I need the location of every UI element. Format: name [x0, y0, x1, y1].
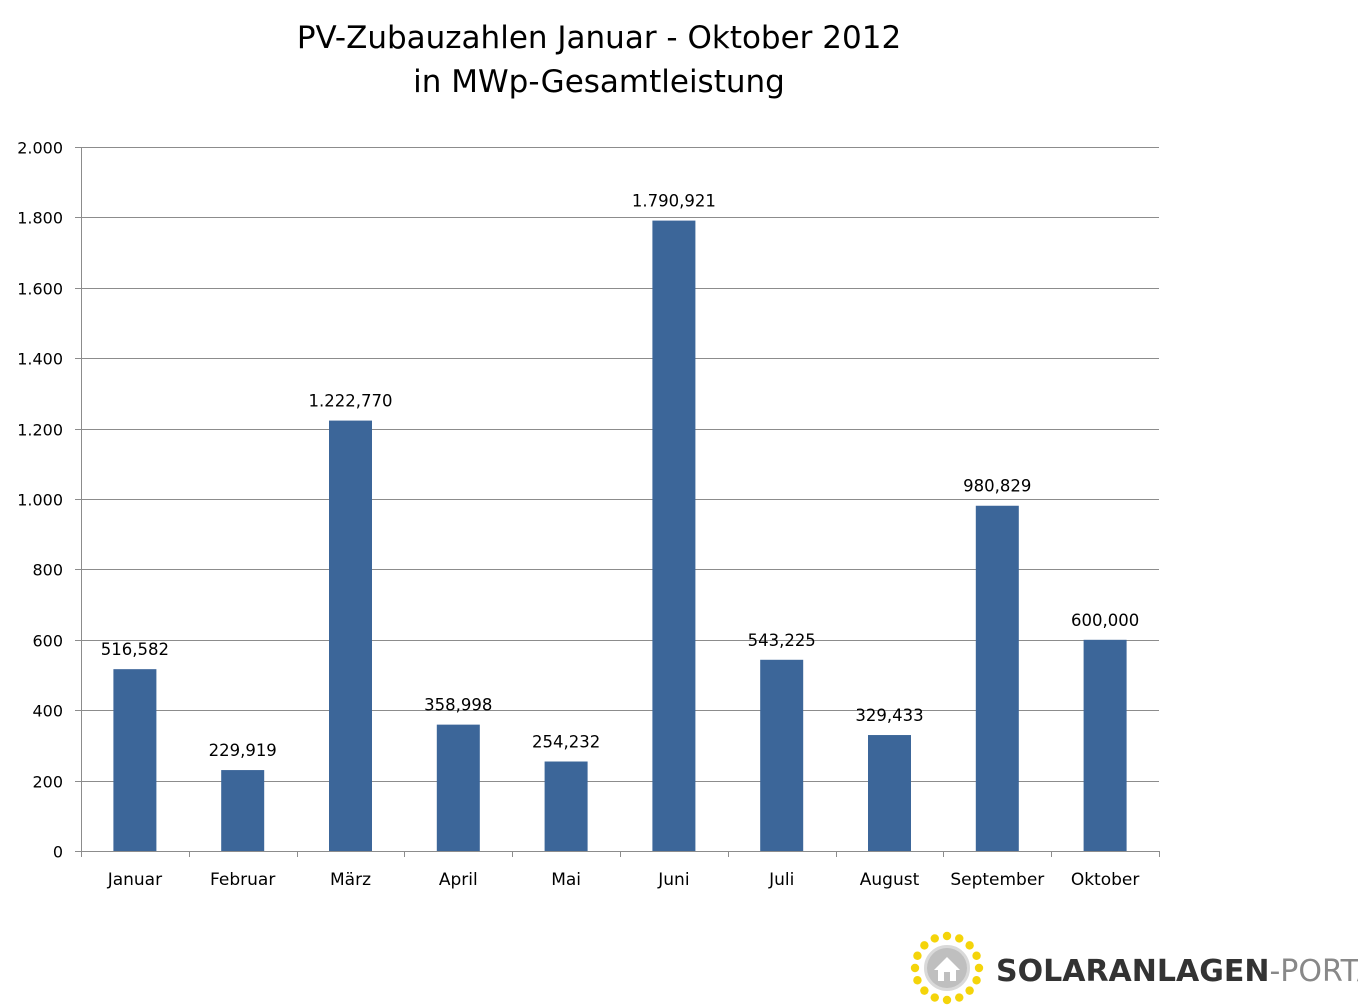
chart-title-line-1: PV-Zubauzahlen Januar - Oktober 2012: [297, 20, 901, 56]
sun-ray-dot: [965, 941, 974, 950]
x-tick-label: April: [439, 870, 478, 890]
x-tick-label: Oktober: [1071, 870, 1140, 890]
sun-house-icon: [910, 931, 984, 1005]
sun-ray-dot: [930, 934, 939, 943]
sun-ray-dot: [942, 995, 952, 1005]
sun-ray-dot: [913, 976, 922, 985]
x-tick-label: Januar: [107, 870, 162, 890]
bar-april: [436, 724, 480, 851]
bar-mai: [544, 761, 588, 851]
y-tick-label: 1.400: [17, 350, 63, 369]
data-label: 1.790,921: [632, 192, 716, 211]
y-tick-label: 1.200: [17, 421, 63, 440]
x-tick-label: September: [950, 870, 1044, 890]
bar-september: [975, 505, 1019, 851]
bar-august: [868, 735, 911, 851]
data-label: 229,919: [209, 741, 277, 760]
sun-ray-dot: [974, 963, 984, 973]
axes: [75, 147, 1160, 857]
data-label: 516,582: [101, 640, 169, 659]
sun-ray-dot: [930, 993, 939, 1002]
y-tick-label: 1.000: [17, 491, 63, 510]
svg-text:SOLARANLAGEN-PORTAL: SOLARANLAGEN-PORTAL: [996, 954, 1358, 989]
x-tick-label: Februar: [210, 870, 275, 890]
sun-ray-dot: [913, 951, 922, 960]
sun-ray-dot: [955, 993, 964, 1002]
house-shape: [934, 957, 960, 981]
y-tick-label: 2.000: [17, 139, 63, 158]
sun-ray-dot: [910, 963, 920, 973]
house-door: [944, 972, 950, 981]
sun-ray-dot: [942, 931, 952, 941]
gridlines: [81, 147, 1159, 782]
x-tick-label: August: [860, 870, 920, 890]
y-tick-label: 200: [32, 773, 63, 792]
x-tick-label: Juli: [768, 870, 794, 890]
bar-juli: [760, 659, 804, 851]
sun-ray-dot: [920, 986, 929, 995]
sun-ray-dot: [955, 934, 964, 943]
chart-title-line-2: in MWp-Gesamtleistung: [413, 64, 785, 100]
sun-ray-dot: [965, 986, 974, 995]
data-label: 980,829: [963, 477, 1031, 496]
solaranlagen-portal-logo: SOLARANLAGEN-PORTAL: [910, 931, 1358, 1005]
data-label: 358,998: [424, 696, 492, 715]
y-tick-label: 0: [53, 843, 63, 862]
data-label: 329,433: [855, 706, 923, 725]
sun-ray-dot: [972, 976, 981, 985]
bar-oktober: [1083, 639, 1127, 851]
logo-brand-suffix: -PORTAL: [1269, 954, 1358, 989]
y-tick-label: 600: [32, 632, 63, 651]
bar-märz: [329, 420, 372, 851]
logo-brand-main: SOLARANLAGEN: [996, 954, 1269, 989]
labels: 0 200 400 600 800 1.000 1.200 1.400 1.600 1.800 2.…: [17, 139, 1139, 891]
y-tick-label: 400: [32, 702, 63, 721]
y-tick-label: 1.800: [17, 209, 63, 228]
sun-ray-dot: [920, 941, 929, 950]
bar-juni: [652, 220, 696, 851]
sun-ray-dot: [972, 951, 981, 960]
x-tick-label: März: [330, 870, 371, 890]
bars: [113, 220, 1127, 851]
x-tick-label: Mai: [551, 870, 581, 890]
y-tick-label: 1.600: [17, 280, 63, 299]
bar-januar: [113, 669, 157, 851]
data-label: 254,232: [532, 733, 600, 752]
chart-title: PV-Zubauzahlen Januar - Oktober 2012 in …: [297, 20, 901, 100]
data-label: 543,225: [748, 631, 816, 650]
x-tick-label: Juni: [657, 870, 689, 890]
y-tick-label: 800: [32, 561, 63, 580]
bar-februar: [221, 770, 265, 851]
data-label: 1.222,770: [309, 392, 393, 411]
data-label: 600,000: [1071, 611, 1139, 630]
